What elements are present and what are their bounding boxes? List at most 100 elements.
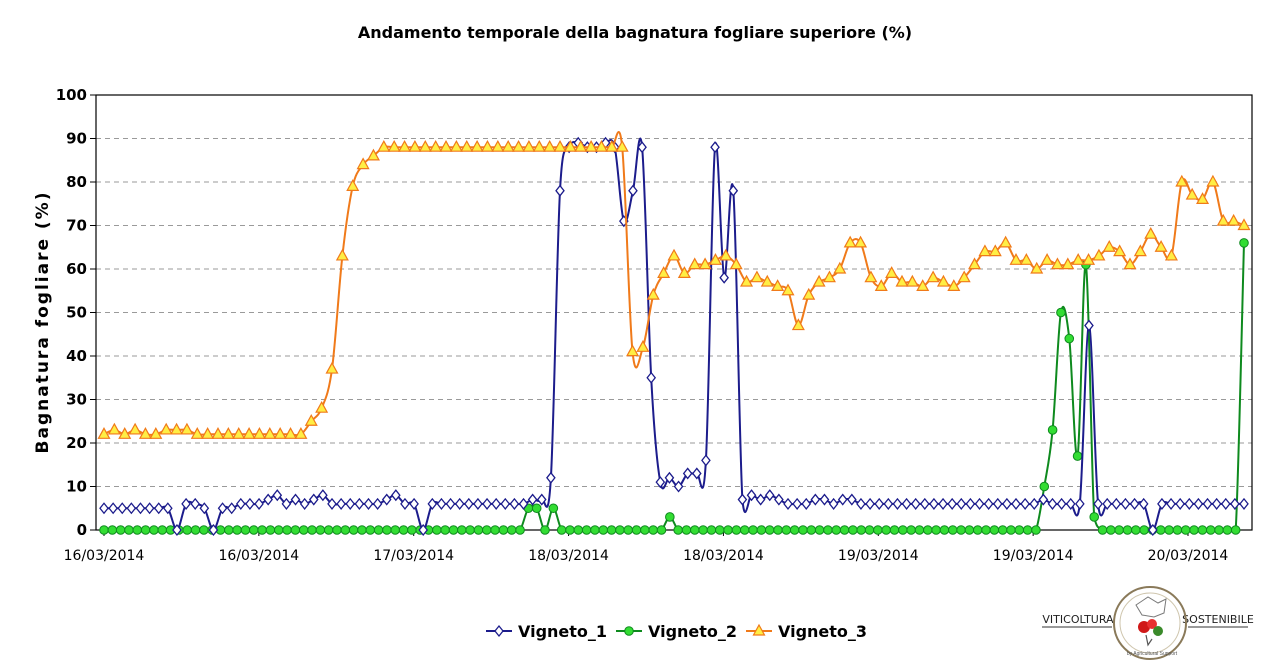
data-point xyxy=(491,139,505,152)
data-point xyxy=(257,525,267,535)
data-point xyxy=(518,497,529,510)
data-point xyxy=(556,525,567,535)
data-point xyxy=(910,497,921,510)
viticoltura-sostenibile-logo: VITICOLTURA SOSTENIBILE by Agricultural … xyxy=(1042,586,1254,660)
data-point xyxy=(515,525,525,535)
data-point xyxy=(332,525,342,535)
data-point xyxy=(318,489,328,502)
data-point xyxy=(365,525,376,535)
data-point xyxy=(498,525,509,535)
data-point xyxy=(307,525,317,535)
data-point xyxy=(135,502,146,515)
data-point xyxy=(470,139,484,152)
data-point xyxy=(573,525,584,535)
data-point xyxy=(701,454,711,467)
data-point xyxy=(916,279,930,291)
legend: Vigneto_1 Vigneto_2 Vigneto_3 xyxy=(486,622,867,641)
data-point xyxy=(491,497,501,510)
data-point xyxy=(346,179,360,191)
data-point xyxy=(448,525,459,535)
data-point xyxy=(988,244,1002,257)
data-point xyxy=(926,270,940,283)
series-vigneto_2 xyxy=(99,238,1249,535)
data-point xyxy=(1230,525,1241,535)
data-point xyxy=(224,525,234,535)
data-point xyxy=(1197,525,1208,535)
data-point xyxy=(115,525,126,535)
data-point xyxy=(363,497,374,510)
legend-item-vigneto_3: Vigneto_3 xyxy=(746,622,867,641)
data-point xyxy=(304,414,318,426)
data-point xyxy=(1147,523,1158,537)
data-point xyxy=(1031,525,1041,535)
data-point xyxy=(906,525,916,535)
data-point xyxy=(427,497,438,510)
data-point xyxy=(1157,497,1167,510)
data-point xyxy=(1056,307,1066,318)
data-point xyxy=(874,279,888,291)
data-point xyxy=(833,261,847,274)
data-point xyxy=(1065,497,1076,510)
data-point xyxy=(823,525,833,535)
legend-label: Vigneto_2 xyxy=(648,622,737,641)
data-point xyxy=(465,525,475,535)
data-point xyxy=(190,427,204,439)
data-point xyxy=(327,497,337,510)
data-point xyxy=(354,497,365,510)
data-point xyxy=(756,525,767,535)
data-point xyxy=(574,139,588,152)
data-point xyxy=(540,525,550,535)
x-tick-label: 20/03/2014 xyxy=(1148,548,1229,564)
data-point xyxy=(432,525,442,535)
data-point xyxy=(436,497,447,510)
data-point xyxy=(905,274,919,287)
data-point xyxy=(99,502,109,515)
data-point xyxy=(581,525,592,535)
data-point xyxy=(847,493,857,506)
data-point xyxy=(1064,333,1075,344)
data-point xyxy=(211,427,225,439)
data-point xyxy=(1139,525,1149,535)
data-point xyxy=(546,471,556,484)
data-point xyxy=(812,274,826,287)
data-point xyxy=(543,139,557,152)
data-point xyxy=(126,502,137,515)
data-point xyxy=(1166,497,1176,510)
data-point xyxy=(615,139,629,152)
data-point xyxy=(972,525,983,535)
data-point xyxy=(1014,525,1025,535)
data-point xyxy=(1154,240,1168,252)
data-point xyxy=(719,248,733,261)
data-point xyxy=(964,525,975,535)
data-point xyxy=(898,525,908,535)
x-tick-label: 18/03/2014 xyxy=(683,548,764,564)
data-point xyxy=(673,480,684,493)
data-point xyxy=(606,525,617,535)
data-point xyxy=(548,503,559,514)
data-point xyxy=(646,287,660,300)
data-point xyxy=(315,400,329,413)
data-point xyxy=(501,139,515,152)
data-point xyxy=(723,525,733,535)
data-point xyxy=(848,525,858,535)
data-point xyxy=(273,525,284,535)
data-point xyxy=(107,525,118,535)
y-tick-label: 80 xyxy=(66,173,87,191)
data-point xyxy=(1230,497,1240,510)
data-point xyxy=(140,525,151,535)
data-point xyxy=(457,525,467,535)
data-point xyxy=(789,525,800,535)
data-point xyxy=(914,525,925,535)
data-point xyxy=(1114,525,1124,535)
data-point xyxy=(336,497,346,510)
data-point xyxy=(506,525,517,535)
data-point xyxy=(746,489,757,502)
data-point xyxy=(221,427,235,439)
data-point xyxy=(636,340,650,352)
data-point xyxy=(731,525,742,535)
data-point xyxy=(810,493,821,506)
data-point xyxy=(801,497,812,510)
data-point xyxy=(584,139,598,152)
data-point xyxy=(656,525,667,535)
